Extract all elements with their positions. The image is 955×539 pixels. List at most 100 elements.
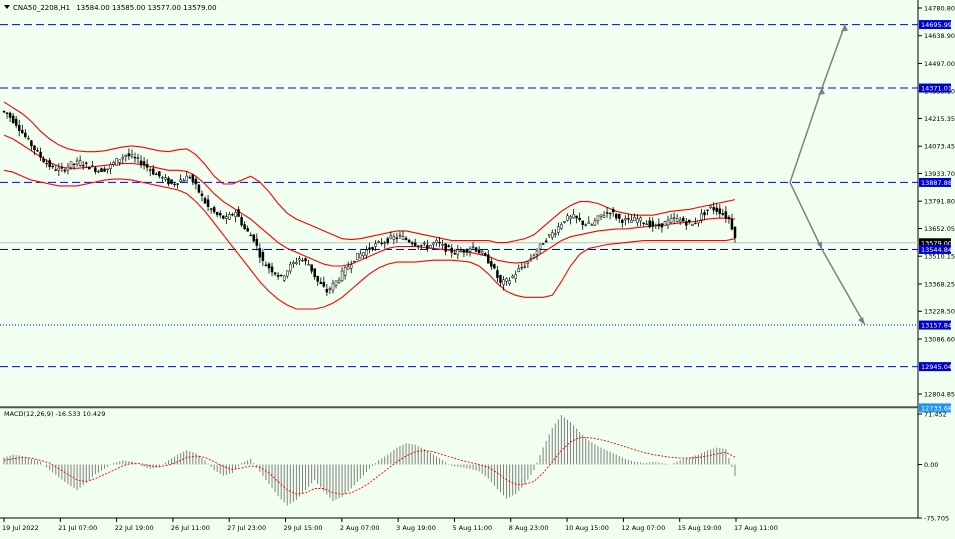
price-tick-label: 12804.85 <box>924 391 955 399</box>
candle-body <box>158 171 161 177</box>
candle-body <box>243 224 246 230</box>
candle-body <box>416 245 420 247</box>
symbol-label: CNA50_2208,H1 <box>13 4 70 12</box>
macd-tick-label: 0.00 <box>924 461 938 469</box>
candle-body <box>423 242 426 245</box>
bollinger-middle <box>3 134 736 267</box>
candle-body <box>608 212 612 215</box>
candle-body <box>304 258 307 262</box>
level-tag-label: 14371.01 <box>921 85 952 93</box>
level-tag-box <box>919 244 951 254</box>
candle-body <box>222 215 225 219</box>
candle-body <box>185 175 188 182</box>
candle-body <box>36 150 39 152</box>
candle-body <box>392 236 396 240</box>
candle-body <box>599 214 603 217</box>
symbol-dropdown-icon[interactable] <box>4 5 10 9</box>
candle-body <box>627 218 630 220</box>
candle-body <box>654 224 658 226</box>
time-tick-label: 21 Jul 07:00 <box>58 524 97 532</box>
candle-body <box>483 253 487 256</box>
candle-body <box>292 262 295 264</box>
candle-body <box>578 217 581 221</box>
candle-body <box>709 205 712 208</box>
candle-body <box>435 240 438 243</box>
candle-body <box>17 125 21 131</box>
candle-body <box>499 275 502 283</box>
candle-body <box>94 167 97 172</box>
candle-body <box>660 223 664 228</box>
price-tick-label: 13086.60 <box>924 335 955 343</box>
level-tag-box <box>919 362 951 372</box>
candle-body <box>368 247 371 250</box>
candle-body <box>377 241 380 243</box>
candle-body <box>219 213 222 216</box>
candle-body <box>298 258 301 261</box>
candle-body <box>57 167 61 171</box>
candle-body <box>188 176 192 179</box>
candle-body <box>371 246 374 250</box>
candle-body <box>681 217 685 222</box>
candle-body <box>432 242 435 245</box>
candle-body <box>151 168 155 175</box>
bollinger-lower <box>3 169 736 310</box>
candle-body <box>526 261 530 264</box>
candle-body <box>535 250 539 255</box>
candle-body <box>362 252 365 256</box>
level-tag-label: 13157.84 <box>921 322 952 330</box>
candle-body <box>520 267 524 269</box>
candle-body <box>563 220 566 223</box>
projection-down-mid-arrowhead <box>817 241 822 250</box>
price-tick-label: 13510.15 <box>924 253 955 261</box>
candle-body <box>237 209 240 217</box>
candle-body <box>590 224 594 226</box>
macd-indicator-label: MACD(12,26,9) -16.533 10.429 <box>4 410 105 418</box>
macd-tick-label: -75.705 <box>924 515 949 523</box>
candle-body <box>234 211 237 217</box>
candle-body <box>200 193 204 196</box>
candle-body <box>340 270 344 281</box>
candle-body <box>346 266 350 270</box>
time-tick-label: 26 Jul 11:00 <box>171 524 210 532</box>
projection-arrows <box>789 24 866 326</box>
candle-body <box>642 222 645 224</box>
candle-body <box>596 215 600 222</box>
candle-body <box>380 242 383 245</box>
candle-body <box>295 262 298 264</box>
candle-body <box>514 274 517 279</box>
candle-body <box>572 214 575 219</box>
time-tick-label: 3 Aug 19:00 <box>396 524 436 532</box>
candle-body <box>730 218 734 230</box>
candle-body <box>88 166 91 170</box>
candle-body <box>27 137 30 140</box>
candle-body <box>81 165 85 167</box>
level-tag-box <box>919 20 951 30</box>
candle-body <box>148 169 152 171</box>
candle-body <box>700 213 703 221</box>
candle-body <box>155 173 158 176</box>
candle-body <box>331 282 335 291</box>
candle-body <box>551 232 554 238</box>
candle-body <box>511 275 514 278</box>
candle-body <box>14 118 18 126</box>
candle-body <box>301 259 304 262</box>
candle-body <box>468 248 472 252</box>
candle-body <box>703 212 706 216</box>
time-tick-label: 27 Jul 23:00 <box>227 524 266 532</box>
candle-body <box>648 220 651 228</box>
candle-body <box>630 220 633 223</box>
candle-body <box>279 274 283 277</box>
candle-body <box>459 250 463 253</box>
candle-body <box>66 166 70 171</box>
price-tick-label: 13652.05 <box>924 225 955 233</box>
candle-body <box>712 207 715 211</box>
candle-body <box>429 245 432 249</box>
price-tick-label: 14638.90 <box>924 32 955 40</box>
candle-body <box>5 112 9 114</box>
candle-body <box>194 178 198 185</box>
candle-body <box>334 280 338 287</box>
time-tick-label: 29 Jul 15:00 <box>284 524 323 532</box>
candle-body <box>560 224 563 229</box>
